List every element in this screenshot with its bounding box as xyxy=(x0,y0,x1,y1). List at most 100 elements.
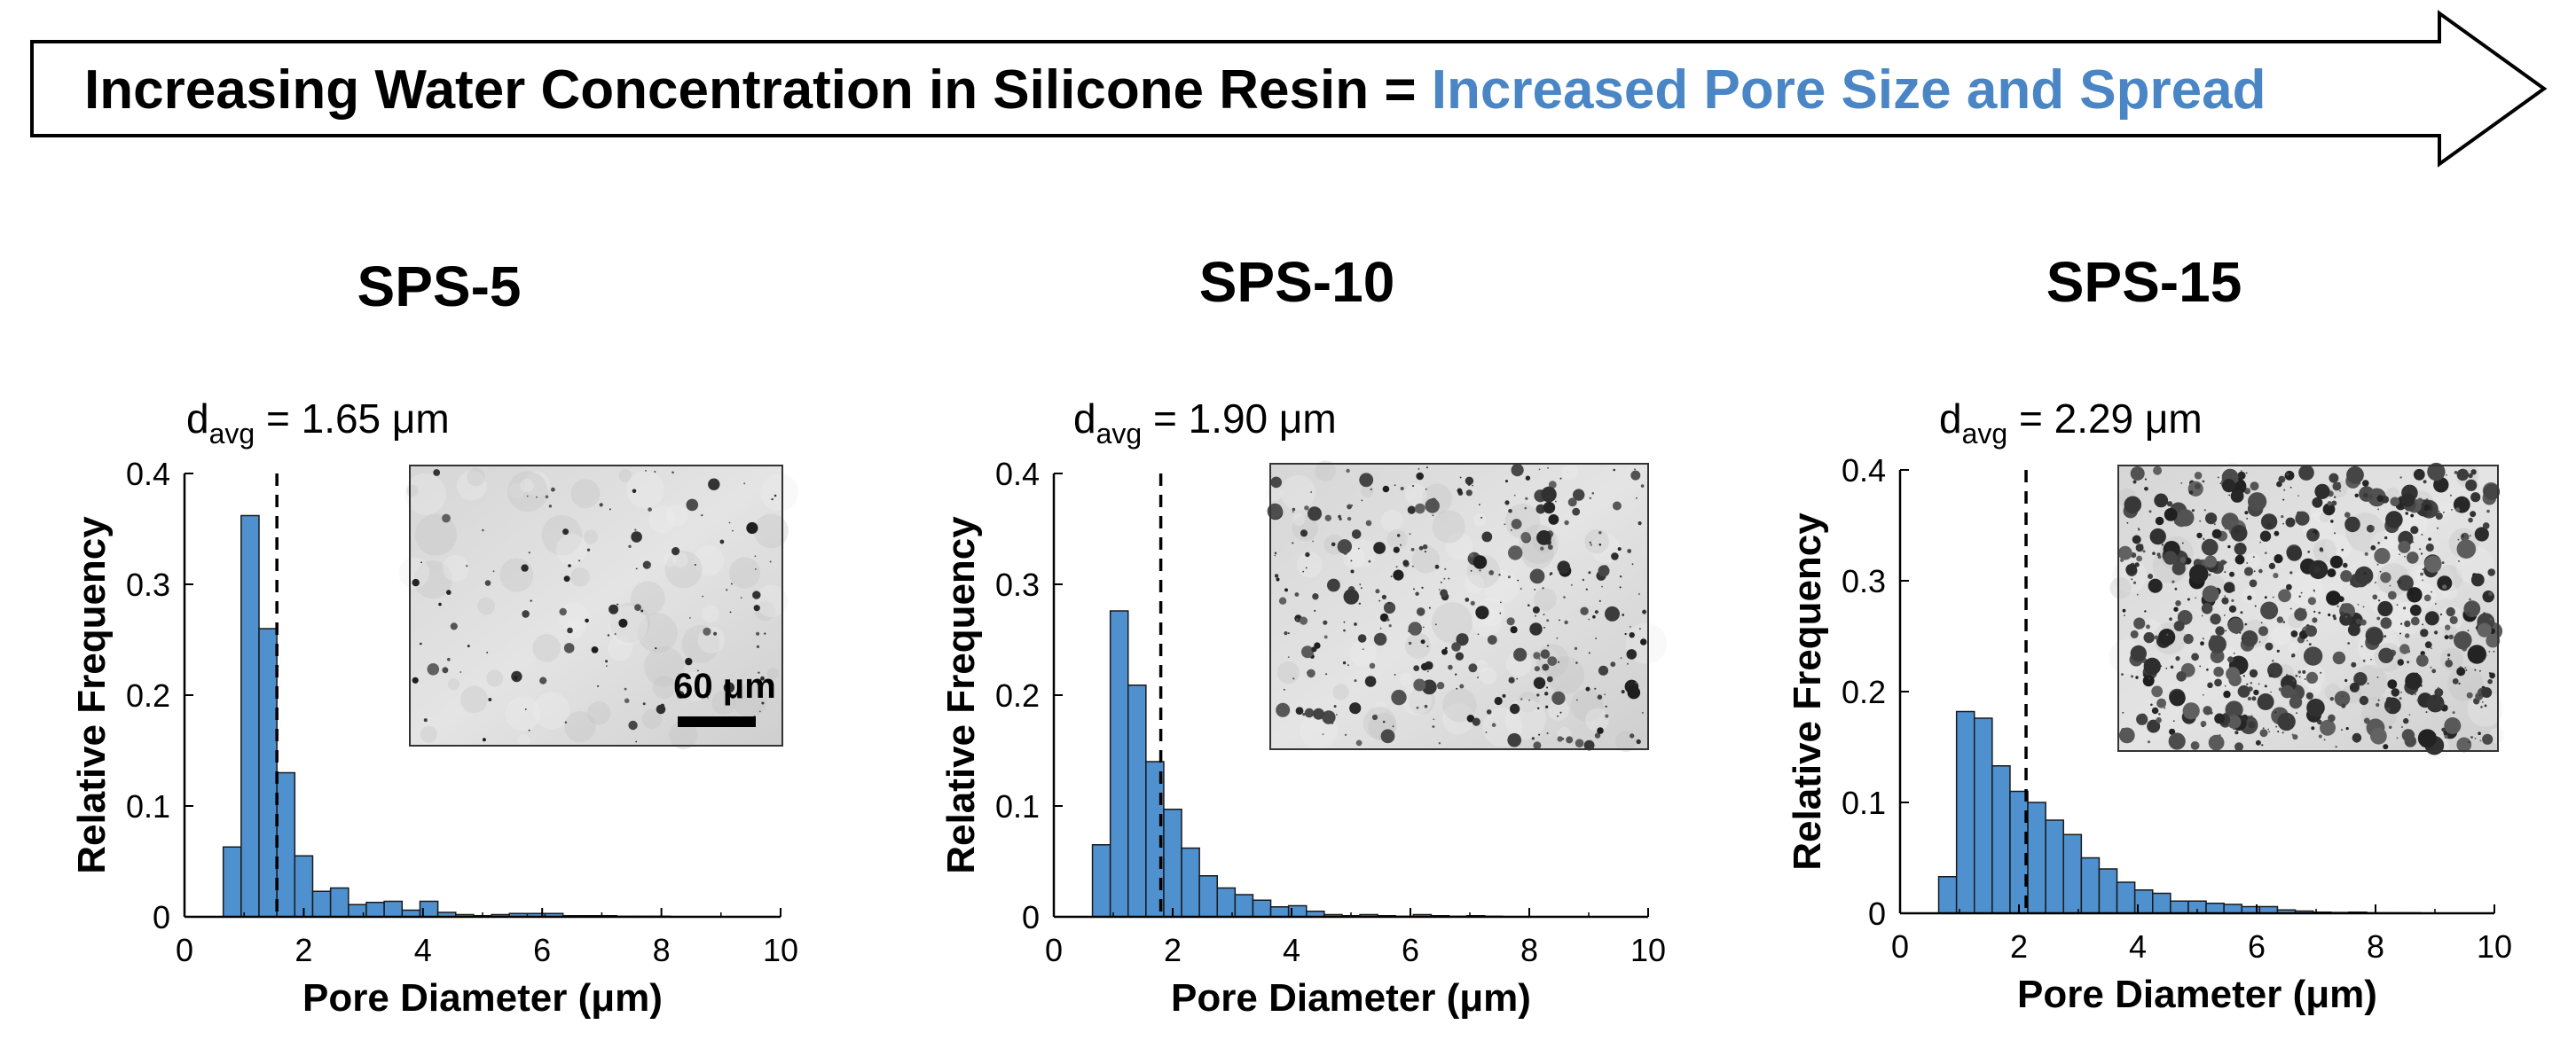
sem-pore xyxy=(2228,605,2237,614)
sem-pore xyxy=(2420,572,2424,576)
x-tick-label: 8 xyxy=(2367,928,2384,965)
sem-pore xyxy=(1425,498,1440,513)
sem-pore xyxy=(731,583,733,585)
sem-pore xyxy=(1627,549,1632,553)
sem-pore xyxy=(2303,646,2323,666)
sem-pore xyxy=(2408,714,2411,716)
x-tick-label: 10 xyxy=(1630,932,1666,968)
sem-texture xyxy=(2438,501,2452,515)
x-tick-label: 4 xyxy=(1283,932,1300,968)
sem-pore xyxy=(467,645,470,648)
sem-frame xyxy=(2117,465,2499,752)
sem-pore xyxy=(2259,729,2268,738)
sem-pore xyxy=(1533,677,1546,689)
sem-pore xyxy=(2334,532,2336,535)
sem-pore xyxy=(2241,630,2258,647)
sem-texture xyxy=(1570,689,1604,722)
sem-pore xyxy=(2294,607,2307,622)
sem-pore xyxy=(1630,733,1635,739)
sem-pore xyxy=(1585,686,1590,692)
sem-texture xyxy=(1404,483,1427,506)
sem-pore xyxy=(2421,534,2423,536)
sem-frame xyxy=(1269,463,1649,750)
sem-pore xyxy=(1564,520,1569,526)
sem-pore xyxy=(685,657,693,666)
sem-pore xyxy=(2223,582,2235,593)
sem-texture xyxy=(2288,642,2299,653)
sem-pore xyxy=(628,544,632,548)
sem-pore xyxy=(2464,667,2467,669)
sem-pore xyxy=(2341,729,2343,731)
scale-bar xyxy=(678,716,756,727)
sem-pore xyxy=(1617,547,1622,552)
sem-pore xyxy=(1378,599,1381,602)
sem-pore xyxy=(1305,552,1310,558)
sem-pore xyxy=(2274,554,2283,564)
sem-pore xyxy=(2202,480,2205,483)
sem-pore xyxy=(2346,466,2364,484)
sem-pore xyxy=(2488,651,2491,653)
sem-texture xyxy=(1445,532,1473,560)
sem-pore xyxy=(1301,645,1314,659)
sem-pore xyxy=(1276,577,1280,582)
sem-pore xyxy=(2487,568,2495,576)
sem-pore xyxy=(634,528,637,531)
sem-texture xyxy=(447,678,460,691)
sem-pore xyxy=(2477,622,2492,638)
sem-texture xyxy=(1584,528,1609,554)
sem-pore xyxy=(1469,552,1474,558)
sem-pore xyxy=(2135,676,2139,679)
x-tick-label: 0 xyxy=(1891,928,1909,965)
x-tick-label: 10 xyxy=(2477,928,2512,965)
sem-pore xyxy=(1307,671,1308,674)
sem-texture xyxy=(533,692,570,730)
sem-pore xyxy=(1459,684,1465,689)
sem-pore xyxy=(563,643,575,653)
sem-pore xyxy=(758,671,760,674)
sem-pore xyxy=(1346,468,1350,473)
sem-pore xyxy=(1425,466,1428,469)
sem-pore xyxy=(1605,705,1607,708)
sem-pore xyxy=(2201,614,2203,617)
sem-pore xyxy=(1278,597,1287,605)
sem-pore xyxy=(1434,564,1440,569)
sem-pore xyxy=(1509,703,1520,715)
sem-pore xyxy=(2248,721,2256,729)
sem-pore xyxy=(1538,468,1541,471)
sem-pore xyxy=(624,698,630,704)
sem-pore xyxy=(2252,556,2255,559)
sem-pore xyxy=(2175,656,2180,661)
sem-pore xyxy=(2201,538,2219,556)
sem-pore xyxy=(1621,690,1625,694)
sem-pore xyxy=(1420,639,1425,645)
sem-pore xyxy=(578,559,581,562)
sem-pore xyxy=(702,595,703,598)
sem-pore xyxy=(1529,568,1545,584)
sem-pore xyxy=(1333,705,1337,708)
sem-texture xyxy=(2413,560,2454,602)
sem-pore xyxy=(1573,489,1585,501)
scale-bar-label: 60 μm xyxy=(673,667,776,706)
sem-pore xyxy=(2246,518,2249,520)
sem-pore xyxy=(2441,727,2446,732)
davg-symbol: d xyxy=(1073,395,1096,442)
sem-pore xyxy=(2319,650,2321,653)
sem-pore xyxy=(614,633,617,635)
sem-pore xyxy=(2424,641,2432,649)
sem-pore xyxy=(2217,476,2219,479)
sem-pore xyxy=(1343,629,1346,632)
sem-texture xyxy=(753,513,789,549)
sem-pore xyxy=(2415,654,2429,667)
sem-pore xyxy=(1479,504,1480,505)
sem-pore xyxy=(1344,733,1347,736)
sem-pore xyxy=(1411,484,1415,488)
sem-pore xyxy=(2208,734,2225,751)
sem-pore xyxy=(2482,733,2494,745)
sem-pore xyxy=(1343,550,1348,555)
sem-pore xyxy=(1517,579,1520,582)
sem-pore xyxy=(1425,488,1427,490)
histogram-bar xyxy=(1234,894,1254,918)
sem-pore xyxy=(427,663,440,676)
sem-pore xyxy=(1342,661,1347,665)
sem-pore xyxy=(585,618,589,623)
